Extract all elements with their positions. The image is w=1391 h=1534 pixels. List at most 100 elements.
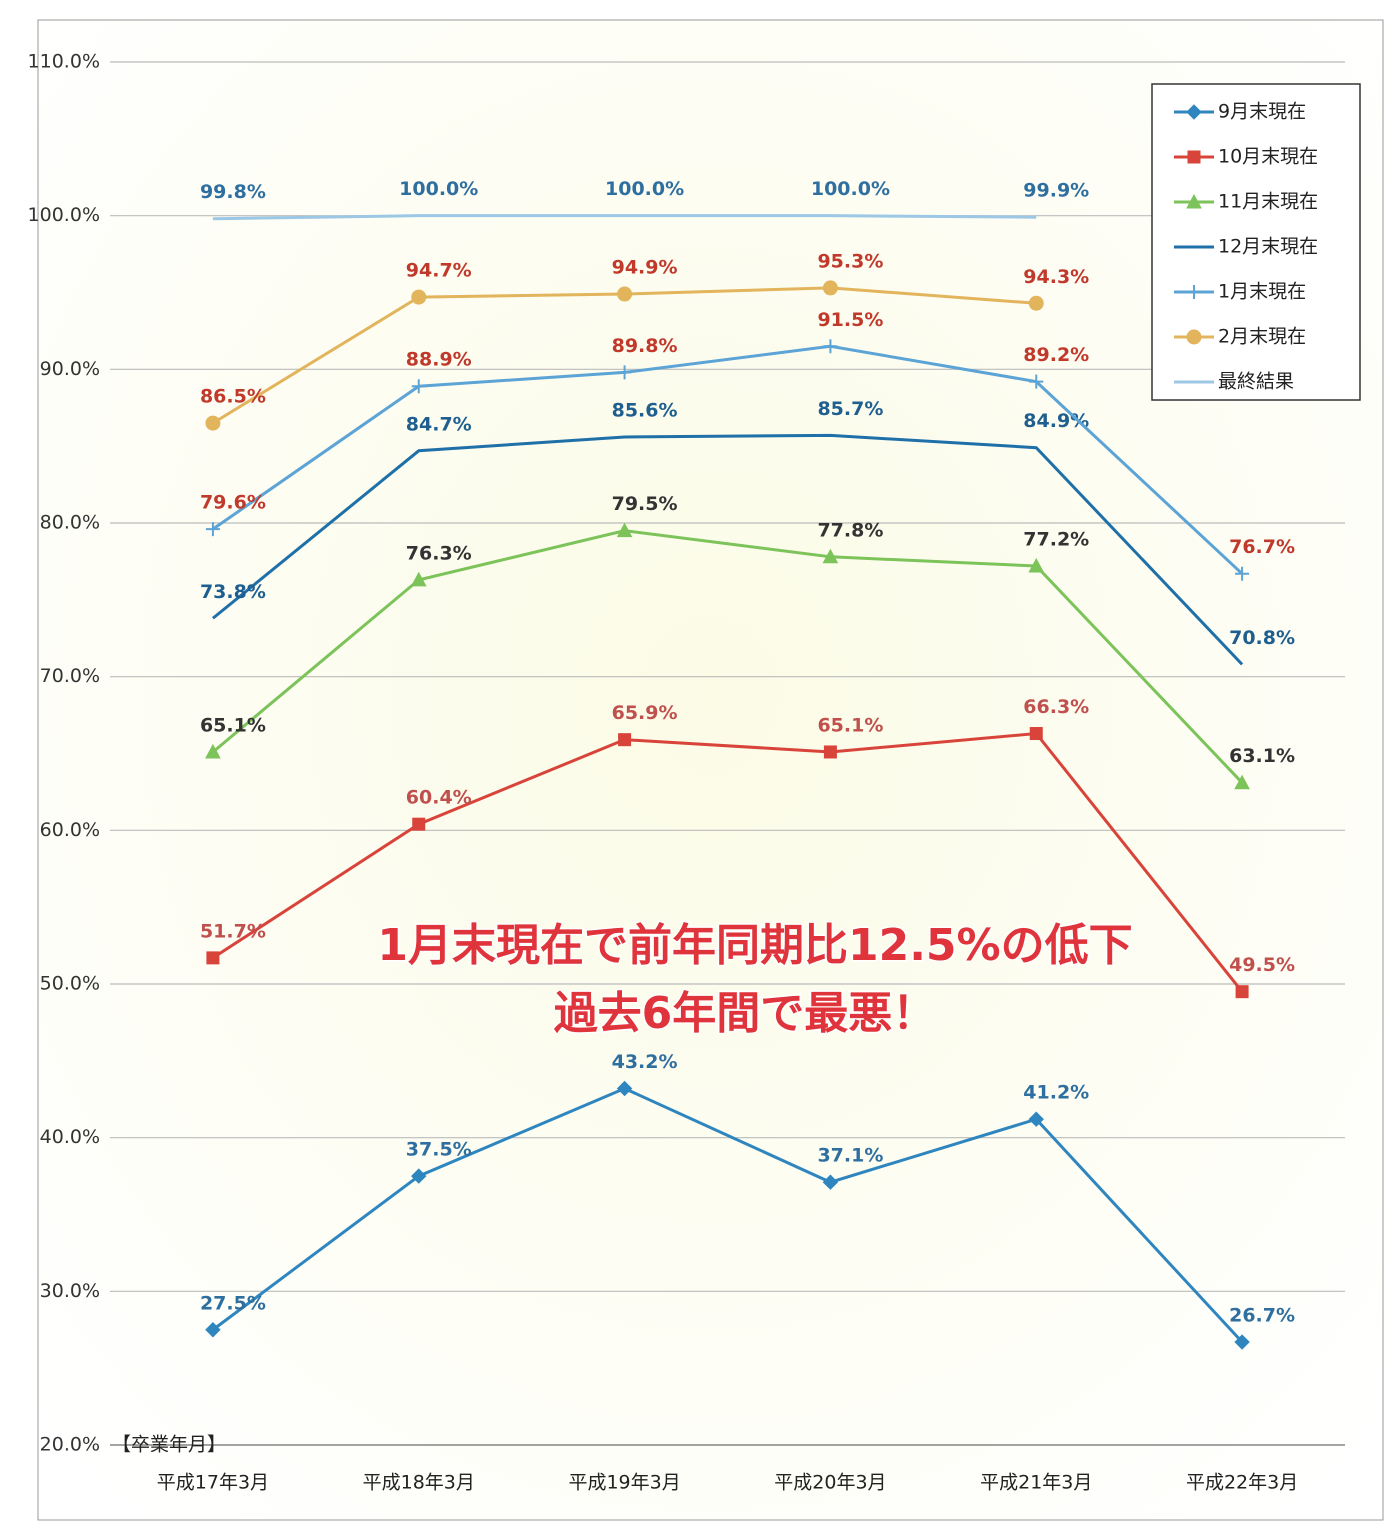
marker [205,415,221,431]
legend-marker [1187,285,1201,299]
data-label: 89.2% [1023,344,1089,366]
y-tick-label: 20.0% [40,1434,100,1456]
marker [206,951,220,965]
data-label: 99.9% [1023,180,1089,202]
marker [822,548,839,564]
data-label: 43.2% [612,1051,678,1073]
x-tick-label: 平成20年3月 [774,1472,886,1494]
series-line [212,1086,1244,1344]
marker [1234,774,1250,790]
legend-marker [1186,193,1202,209]
data-label: 65.9% [612,702,678,724]
y-tick-label: 70.0% [40,665,100,687]
marker [205,1322,221,1338]
data-label: 65.1% [200,714,266,736]
data-label: 94.3% [1023,266,1089,288]
series: 86.5% 94.7% 94.9% 95.3% 94.3% [200,250,1089,431]
data-label: 76.3% [406,542,472,564]
series-line [211,433,1244,666]
x-tick-label: 平成18年3月 [363,1472,475,1494]
y-tick-label: 90.0% [40,358,100,380]
marker [1029,374,1044,389]
marker [411,379,426,394]
data-label: 85.6% [612,399,678,421]
data-label: 70.8% [1229,627,1295,649]
marker [412,817,426,831]
series: 65.1% 76.3% 79.5% 77.8% 77.2% 63.1% [200,493,1295,790]
marker [205,743,221,759]
series-line [211,529,1244,784]
data-label: 77.2% [1023,529,1089,551]
series-line [212,731,1244,993]
marker [618,733,632,747]
legend-box [1151,83,1361,401]
series-line [212,344,1244,575]
marker [205,522,220,537]
annotation: 過去6年間で最悪！ [554,988,937,1039]
data-label: 79.5% [612,493,678,515]
y-tick-label: 100.0% [28,204,100,226]
marker [822,1174,839,1190]
data-label: 100.0% [811,178,890,200]
x-axis-label: 【卒業年月】 [112,1434,226,1456]
data-label: 89.8% [612,335,678,357]
data-label: 66.3% [1023,696,1089,718]
marker [411,1168,427,1184]
y-tick-label: 110.0% [28,51,100,73]
series: 51.7% 60.4% 65.9% 65.1% 66.3% 49.5% [200,696,1295,999]
legend-marker [1186,329,1202,345]
legend-marker [1187,150,1201,164]
y-tick-label: 80.0% [40,512,100,534]
marker [1235,566,1250,581]
x-tick-label: 平成17年3月 [157,1472,269,1494]
data-label: 37.5% [406,1139,472,1161]
y-tick-label: 60.0% [40,819,100,841]
series-line [212,214,1037,221]
data-label: 60.4% [406,787,472,809]
data-label: 84.7% [406,413,472,435]
legend-label: 9月末現在 [1218,101,1306,123]
marker [823,745,837,759]
data-label: 99.8% [200,181,266,203]
data-label: 100.0% [605,178,684,200]
marker [822,280,838,296]
x-tick-label: 平成21年3月 [980,1472,1092,1494]
y-tick-label: 40.0% [40,1126,100,1148]
data-label: 26.7% [1229,1305,1295,1327]
data-label: 73.8% [200,581,266,603]
data-label: 49.5% [1229,954,1295,976]
data-label: 100.0% [399,178,478,200]
data-label: 41.2% [1023,1082,1089,1104]
legend-label: 10月末現在 [1218,146,1318,168]
data-label: 95.3% [817,250,883,272]
data-label: 65.1% [817,714,883,736]
x-tick-label: 平成22年3月 [1186,1472,1298,1494]
data-label: 86.5% [200,386,266,408]
marker [410,571,427,587]
data-label: 37.1% [817,1145,883,1167]
series: 73.8%84.7%85.6% 85.7%84.9%70.8% [200,398,1295,666]
marker [1028,295,1044,311]
legend-marker [1186,104,1202,120]
series: 27.5% 37.5% 43.2% 37.1% 41.2% 26.7% [200,1051,1295,1350]
marker [1028,1111,1044,1127]
series: 79.6% 88.9% 89.8% 91.5% 89.2% 76.7% [200,309,1295,581]
data-label: 76.7% [1229,536,1295,558]
legend-label: 11月末現在 [1218,191,1318,213]
marker [411,289,427,305]
legend-label: 最終結果 [1218,371,1294,393]
data-label: 51.7% [200,920,266,942]
data-label: 94.9% [612,257,678,279]
marker [617,365,632,380]
x-tick-label: 平成19年3月 [568,1472,680,1494]
data-label: 79.6% [200,492,266,514]
marker [617,286,633,302]
marker [823,339,838,354]
marker [1028,557,1045,573]
marker [1029,727,1043,741]
legend-label: 12月末現在 [1218,236,1318,258]
marker [616,1080,633,1097]
y-tick-label: 30.0% [40,1280,100,1302]
legend-label: 1月末現在 [1218,281,1306,303]
